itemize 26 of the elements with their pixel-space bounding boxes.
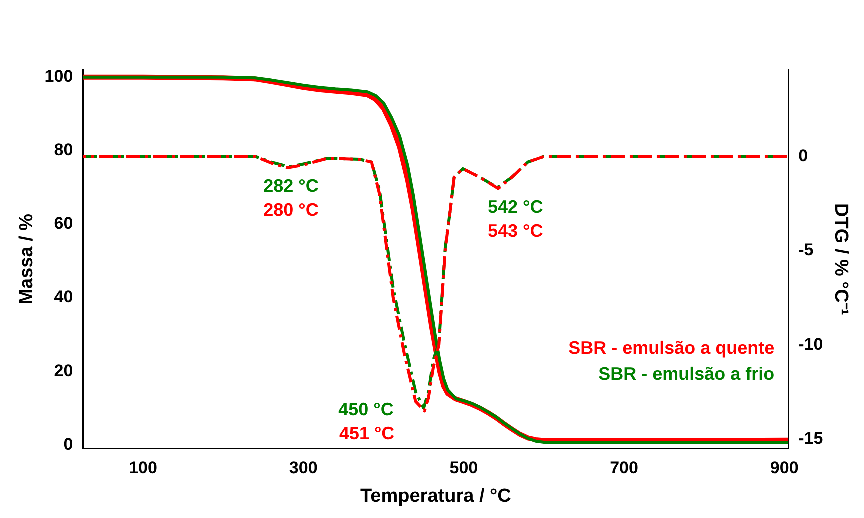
y-tick-label: 20 bbox=[54, 361, 74, 380]
annotation: 280 °C bbox=[264, 200, 319, 220]
annotation: 282 °C bbox=[264, 176, 319, 196]
x-tick-label: 500 bbox=[450, 458, 478, 478]
y2-axis-title: DTG / % °C⁻¹ bbox=[830, 204, 852, 316]
y-tick-label: 100 bbox=[44, 67, 74, 86]
annotation: 450 °C bbox=[338, 399, 394, 420]
y2-tick-label: -10 bbox=[798, 334, 824, 354]
y-tick-label: 0 bbox=[64, 434, 74, 454]
y2-tick-label: -5 bbox=[798, 240, 814, 260]
y2-tick-label: 0 bbox=[798, 146, 808, 166]
y-tick-label: 40 bbox=[54, 288, 74, 307]
y-tick-label: 60 bbox=[54, 214, 74, 234]
x-tick-label: 100 bbox=[129, 458, 158, 478]
y-tick-label: 80 bbox=[54, 140, 74, 160]
y2-tick-label: -15 bbox=[798, 429, 824, 448]
x-tick-label: 300 bbox=[289, 458, 318, 478]
x-tick-label: 900 bbox=[770, 458, 799, 478]
text: SBR - emulsão a quente bbox=[568, 338, 775, 358]
x-axis-title: Temperatura / °C bbox=[360, 486, 512, 507]
text: SBR - emulsão a frio bbox=[598, 364, 775, 384]
annotation: 542 °C bbox=[488, 196, 544, 217]
annotation: 451 °C bbox=[339, 423, 395, 444]
annotation: 543 °C bbox=[488, 220, 544, 241]
x-tick-label: 700 bbox=[610, 458, 638, 478]
y-axis-title: Massa / % bbox=[16, 214, 38, 305]
